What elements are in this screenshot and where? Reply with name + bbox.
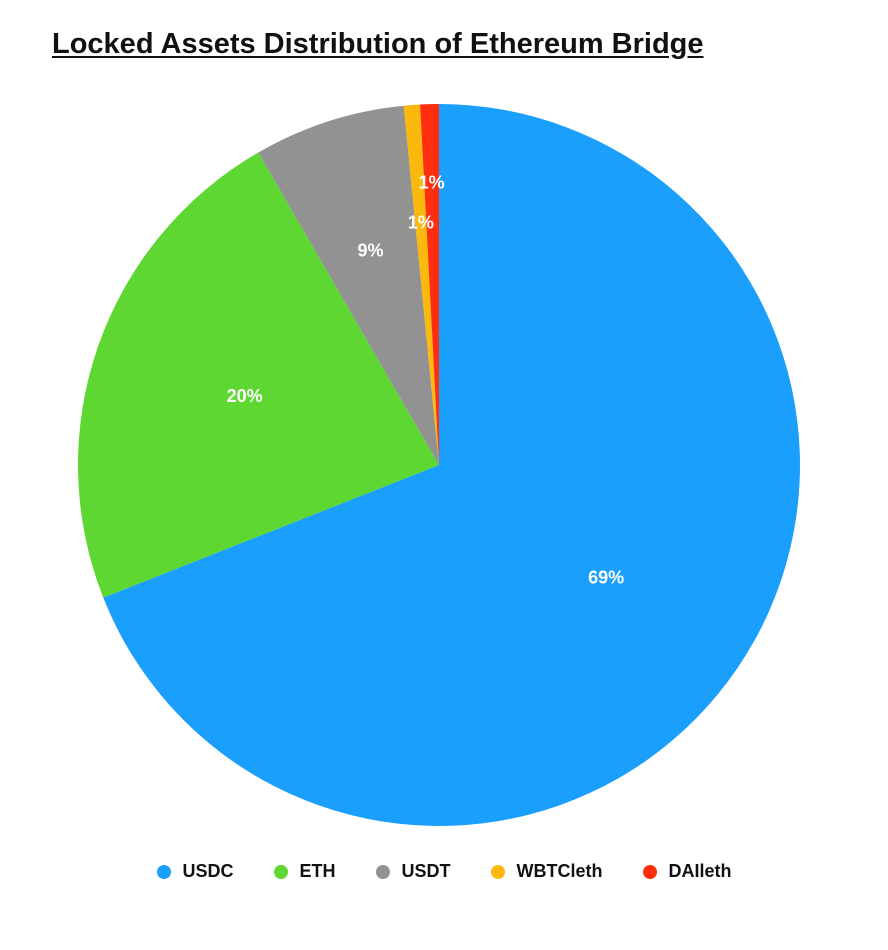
legend-swatch-wbtcleth <box>490 864 505 879</box>
legend-swatch-eth <box>273 864 288 879</box>
legend-label-daileth: DAIleth <box>668 861 732 881</box>
legend-label-usdc: USDC <box>182 861 234 881</box>
legend-label-wbtcleth: WBTCleth <box>516 861 603 881</box>
pie-slice-eth <box>78 152 439 598</box>
legend-swatch-daileth <box>642 864 657 879</box>
pie-slice-daileth <box>420 104 439 465</box>
pie-slice-usdc <box>103 104 801 826</box>
slice-label-usdc: 69% <box>588 567 624 587</box>
legend-item-eth: ETH <box>273 861 336 882</box>
legend-label-eth: ETH <box>299 861 336 881</box>
legend-item-usdt: USDT <box>375 861 451 882</box>
slice-label-daileth: 1% <box>419 172 445 192</box>
pie-slice-usdt <box>258 105 439 466</box>
pie-slice-wbtcleth <box>403 104 439 465</box>
slice-label-wbtcleth: 1% <box>408 213 434 233</box>
chart-title: Locked Assets Distribution of Ethereum B… <box>52 28 704 60</box>
chart-legend: USDC ETH USDT WBTCleth DAIleth <box>0 861 888 882</box>
legend-item-daileth: DAIleth <box>642 861 732 882</box>
legend-label-usdt: USDT <box>401 861 451 881</box>
slice-label-eth: 20% <box>227 386 263 406</box>
legend-item-usdc: USDC <box>156 861 234 882</box>
legend-swatch-usdc <box>156 864 171 879</box>
legend-swatch-usdt <box>375 864 390 879</box>
slice-label-usdt: 9% <box>357 241 383 261</box>
legend-item-wbtcleth: WBTCleth <box>490 861 603 882</box>
